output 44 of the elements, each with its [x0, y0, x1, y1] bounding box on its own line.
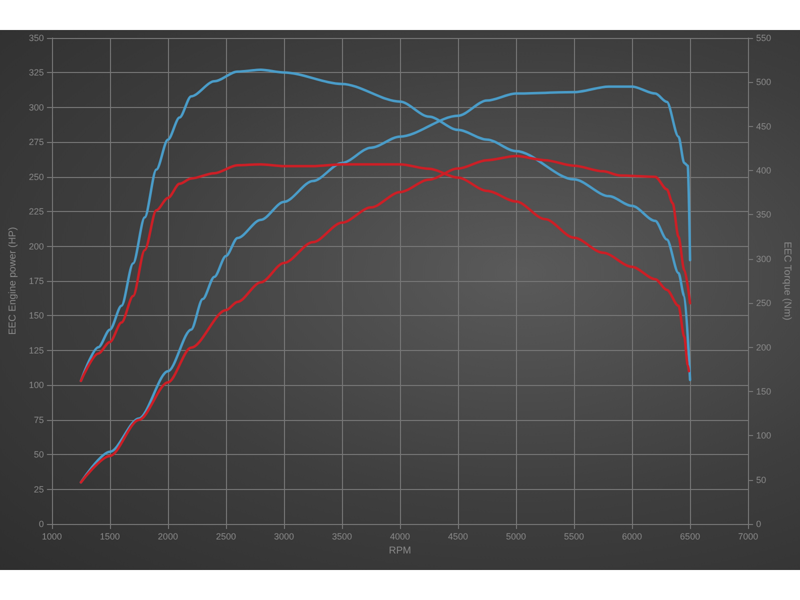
y-tick-label: 325 [28, 68, 44, 78]
x-tick-label: 5000 [506, 532, 526, 542]
y2-tick-label: 150 [756, 386, 772, 396]
y-axis-title: EEC Engine power (HP) [8, 227, 18, 335]
x-tick-label: 5500 [564, 532, 584, 542]
y-tick-label: 250 [28, 172, 44, 182]
x-tick-label: 4500 [448, 532, 468, 542]
x-tick-label: 2000 [158, 532, 178, 542]
y2-axis-title: EEC Torque (Nm) [782, 242, 792, 320]
y-tick-label: 200 [28, 241, 44, 252]
x-tick-label: 6500 [680, 532, 700, 542]
y-tick-label: 350 [28, 33, 44, 43]
y-tick-label: 0 [38, 519, 44, 529]
y2-tick-label: 450 [756, 121, 772, 132]
y2-tick-label: 400 [756, 166, 772, 176]
y2-tick-label: 500 [756, 77, 772, 88]
x-tick-label: 3500 [332, 532, 352, 542]
y-tick-label: 225 [28, 206, 44, 217]
y-tick-label: 300 [28, 102, 44, 112]
x-tick-label: 1500 [100, 532, 120, 542]
y2-tick-label: 250 [756, 298, 772, 308]
y2-tick-label: 100 [756, 430, 772, 441]
y2-tick-label: 300 [756, 254, 772, 264]
y-tick-label: 125 [28, 345, 44, 356]
line-series [80, 154, 692, 484]
y-tick-label: 25 [34, 484, 44, 494]
y-tick-label: 275 [28, 137, 44, 148]
y2-tick-label: 200 [756, 342, 772, 352]
y-tick-label: 175 [28, 276, 44, 286]
x-tick-label: 4000 [390, 532, 410, 542]
x-tick-label: 2500 [216, 532, 236, 542]
y2-tick-label: 350 [756, 210, 772, 220]
y-tick-label: 50 [34, 450, 44, 460]
y2-tick-label: 550 [756, 33, 772, 43]
y-tick-label: 75 [34, 414, 44, 425]
x-tick-label: 6000 [622, 532, 642, 542]
x-axis-title: RPM [388, 546, 412, 556]
y-tick-label: 150 [28, 310, 44, 321]
y2-tick-label: 0 [756, 519, 762, 529]
x-tick-label: 3000 [274, 532, 294, 542]
x-tick-label: 7000 [738, 532, 758, 542]
y2-tick-label: 50 [756, 474, 766, 485]
y-tick-label: 100 [28, 380, 44, 390]
x-tick-label: 1000 [42, 532, 62, 542]
